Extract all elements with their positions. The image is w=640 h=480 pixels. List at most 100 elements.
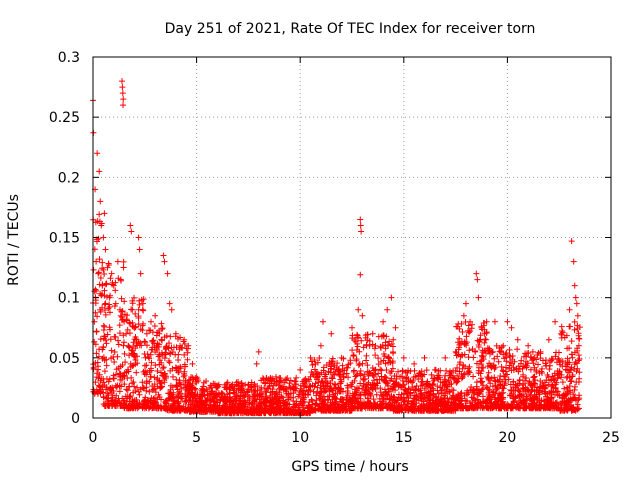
data-point: [384, 405, 391, 412]
data-point: [126, 319, 133, 326]
data-point: [136, 246, 143, 253]
data-point: [545, 336, 552, 343]
data-point: [154, 375, 161, 382]
data-point: [252, 395, 259, 402]
data-point: [146, 388, 153, 395]
data-point: [154, 405, 161, 412]
data-point: [103, 293, 110, 300]
data-point: [262, 388, 269, 395]
data-point: [324, 396, 331, 403]
x-tick-label: 15: [395, 430, 413, 446]
data-point: [478, 375, 485, 382]
data-point: [170, 373, 177, 380]
data-point: [152, 362, 159, 369]
data-point: [370, 396, 377, 403]
data-point: [385, 359, 392, 366]
data-point: [156, 393, 163, 400]
data-point: [378, 373, 385, 380]
data-point: [175, 398, 182, 405]
data-point: [380, 332, 387, 339]
data-point: [95, 366, 102, 373]
data-point: [292, 402, 299, 409]
data-point: [224, 391, 231, 398]
data-point: [269, 405, 276, 412]
data-point: [227, 396, 234, 403]
data-point: [380, 350, 387, 357]
data-point: [465, 322, 472, 329]
data-point: [322, 388, 329, 395]
data-point: [96, 256, 103, 263]
data-point: [210, 401, 217, 408]
data-point: [373, 391, 380, 398]
data-point: [135, 313, 142, 320]
data-point: [366, 389, 373, 396]
data-point: [331, 381, 338, 388]
data-point: [365, 399, 372, 406]
data-point: [127, 405, 134, 412]
data-point: [279, 383, 286, 390]
data-point: [421, 385, 428, 392]
data-point: [357, 216, 364, 223]
data-point: [297, 366, 304, 373]
data-point: [378, 367, 385, 374]
data-point: [144, 369, 151, 376]
data-point: [94, 150, 101, 157]
data-point: [465, 354, 472, 361]
data-point: [130, 379, 137, 386]
data-point: [102, 337, 109, 344]
data-point: [151, 322, 158, 329]
data-point: [143, 342, 150, 349]
data-point: [369, 341, 376, 348]
data-point: [154, 340, 161, 347]
data-point: [128, 228, 135, 235]
data-point: [344, 382, 351, 389]
data-point: [127, 222, 134, 229]
data-point: [118, 314, 125, 321]
data-point: [163, 397, 170, 404]
data-point: [347, 360, 354, 367]
data-point: [353, 372, 360, 379]
data-point: [121, 381, 128, 388]
data-point: [116, 322, 123, 329]
data-point: [95, 269, 102, 276]
data-point: [131, 294, 138, 301]
data-point: [97, 336, 104, 343]
data-point: [355, 362, 362, 369]
data-point: [400, 354, 407, 361]
data-point: [166, 300, 173, 307]
data-point: [189, 360, 196, 367]
data-point: [530, 360, 537, 367]
data-point: [119, 307, 126, 314]
data-point: [105, 378, 112, 385]
data-point: [104, 390, 111, 397]
data-point: [189, 392, 196, 399]
data-point: [152, 312, 159, 319]
data-point: [573, 379, 580, 386]
data-point: [296, 391, 303, 398]
data-point: [125, 383, 132, 390]
data-point: [230, 401, 237, 408]
data-point: [131, 353, 138, 360]
data-point: [473, 270, 480, 277]
data-point: [326, 393, 333, 400]
data-point: [114, 382, 121, 389]
data-point: [106, 301, 113, 308]
data-point: [207, 404, 214, 411]
data-point: [385, 355, 392, 362]
data-point: [366, 390, 373, 397]
data-point: [366, 402, 373, 409]
data-point: [129, 380, 136, 387]
data-point: [147, 373, 154, 380]
data-point: [369, 386, 376, 393]
data-point: [314, 373, 321, 380]
data-point: [114, 353, 121, 360]
data-point: [411, 360, 418, 367]
data-point: [188, 374, 195, 380]
data-point: [215, 389, 222, 396]
data-point: [117, 402, 124, 409]
data-point: [285, 394, 292, 401]
y-axis-label: ROTI / TECUs: [6, 194, 22, 286]
data-point: [119, 84, 126, 91]
data-point: [350, 352, 357, 359]
data-point: [463, 333, 470, 340]
